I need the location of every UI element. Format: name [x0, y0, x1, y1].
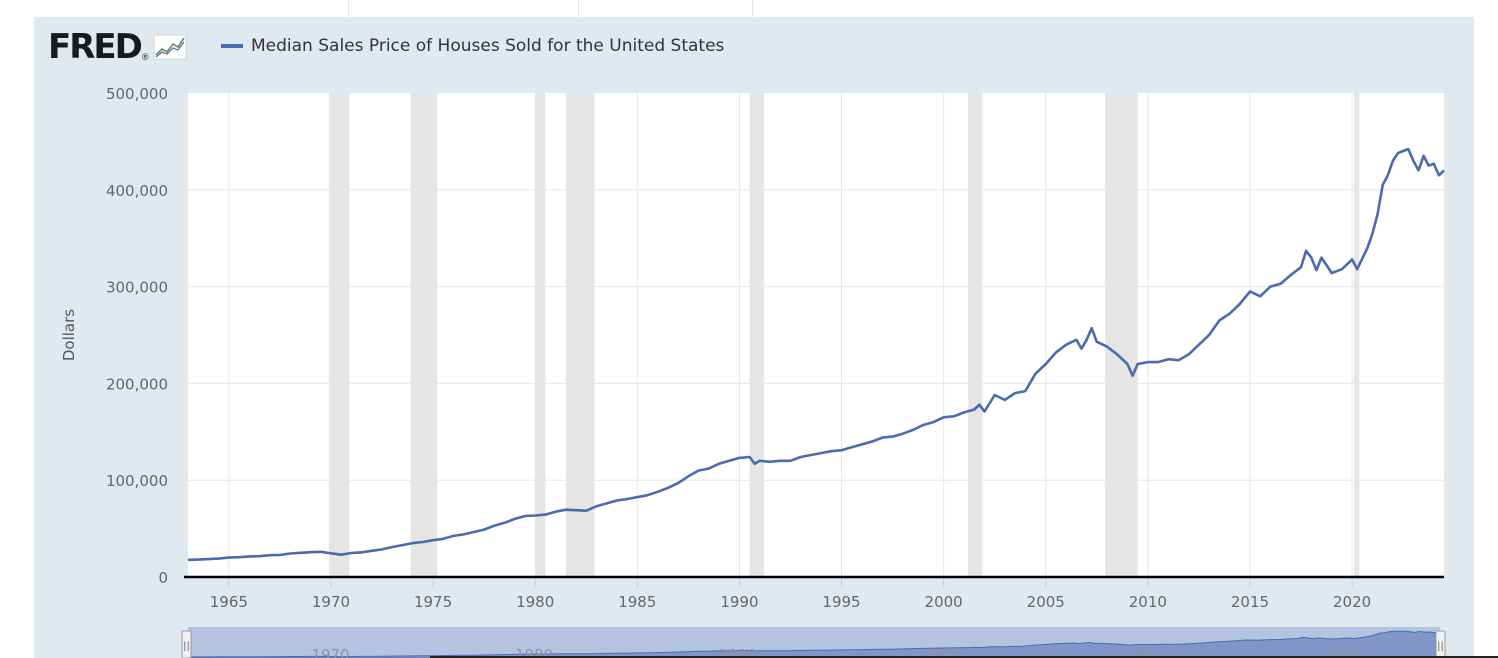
top-divider-line [578, 0, 579, 17]
x-tick-label: 1970 [312, 593, 350, 611]
navigator-x-label: 1970 [311, 646, 349, 658]
recession-band [328, 93, 350, 577]
x-tick-label: 2010 [1129, 593, 1167, 611]
x-tick-label: 1995 [822, 593, 860, 611]
recession-band [1104, 93, 1138, 577]
y-axis-label: Dollars [60, 309, 78, 361]
navigator-x-label: 2010 [1126, 646, 1164, 658]
recession-band [565, 93, 595, 577]
y-tick-label: 300,000 [106, 279, 168, 297]
x-tick-label: 1980 [516, 593, 554, 611]
y-tick-label: 400,000 [106, 182, 168, 200]
fred-brand[interactable]: FRED ® [48, 27, 187, 67]
recession-band [1354, 93, 1360, 577]
navigator-x-label: 2000 [922, 646, 960, 658]
navigator-right-handle[interactable] [1435, 630, 1446, 658]
y-tick-label: 100,000 [106, 472, 168, 490]
navigator-handle-grip: || [183, 641, 190, 652]
x-tick-label: 2015 [1231, 593, 1269, 611]
recession-band [968, 93, 983, 577]
legend-series-label: Median Sales Price of Houses Sold for th… [251, 36, 725, 56]
plot-area [188, 93, 1444, 577]
navigator-handle-grip: || [1437, 641, 1444, 652]
series-line-median-sales-price[interactable] [187, 147, 1445, 562]
y-tick-label: 200,000 [106, 375, 168, 393]
navigator-x-label: 1990 [719, 646, 757, 658]
x-tick-label: 2000 [925, 593, 963, 611]
navigator-left-handle[interactable] [181, 630, 192, 658]
legend-series-swatch [221, 44, 243, 48]
line-graph-icon [153, 34, 186, 60]
x-tick-label: 2005 [1027, 593, 1065, 611]
x-tick-label: 1975 [414, 593, 452, 611]
recession-band [749, 93, 764, 577]
x-tick-label: 1990 [720, 593, 758, 611]
navigator-series-area [187, 630, 1441, 658]
x-tick-label: 2020 [1333, 593, 1371, 611]
chart-legend[interactable]: Median Sales Price of Houses Sold for th… [221, 36, 724, 56]
x-tick-label: 1985 [618, 593, 656, 611]
x-tick-label: 1965 [210, 593, 248, 611]
y-tick-label: 500,000 [106, 85, 168, 103]
navigator-x-label: 1980 [515, 646, 553, 658]
top-divider-line [752, 0, 753, 17]
y-tick-label: 0 [158, 569, 168, 587]
recession-band [535, 93, 546, 577]
navigator-x-label: 2020 [1329, 646, 1367, 658]
fred-registered-mark: ® [141, 52, 149, 62]
fred-logo[interactable]: FRED [48, 27, 143, 67]
top-divider-line [348, 0, 349, 17]
